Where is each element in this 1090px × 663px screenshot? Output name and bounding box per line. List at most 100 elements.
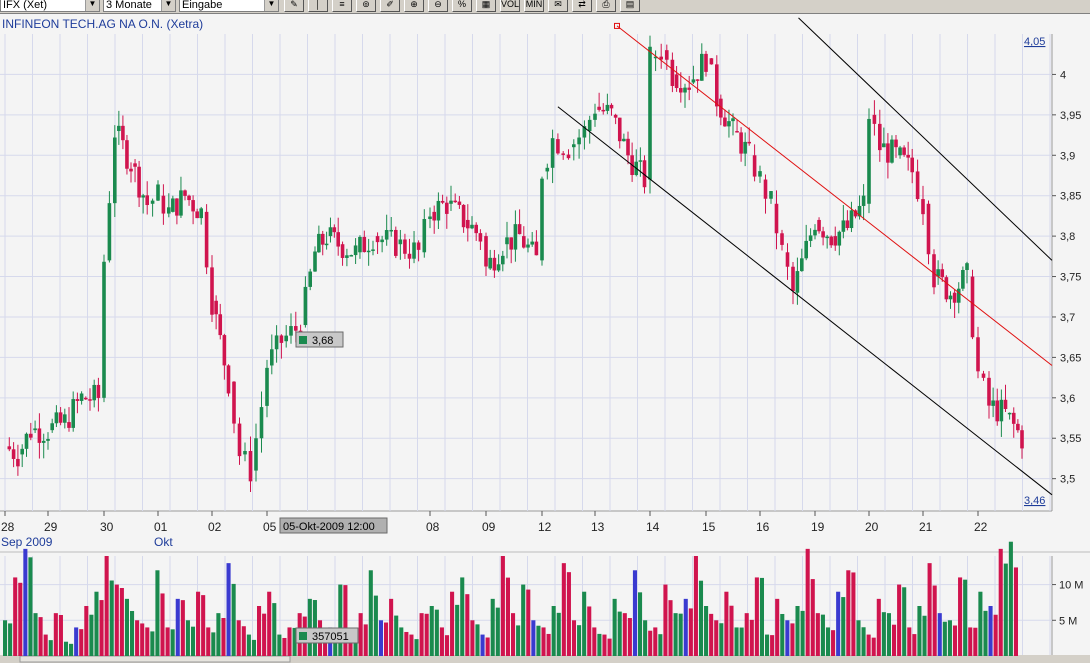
volume-bar bbox=[958, 577, 963, 656]
candle-body bbox=[936, 269, 940, 277]
candle-body bbox=[398, 239, 403, 245]
candle-body bbox=[556, 139, 560, 154]
candle-body bbox=[117, 125, 121, 132]
volume-bar bbox=[566, 572, 571, 656]
volume-bar bbox=[536, 625, 541, 656]
volume-bar bbox=[678, 613, 683, 656]
candle-body bbox=[24, 433, 29, 449]
vol-button[interactable]: VOL bbox=[500, 0, 520, 12]
volume-bar bbox=[404, 631, 409, 656]
candle-body bbox=[129, 168, 133, 172]
candle-body bbox=[156, 184, 160, 201]
volume-bar bbox=[257, 606, 262, 656]
volume-bar bbox=[439, 627, 444, 656]
volume-bar bbox=[815, 613, 820, 656]
chevron-down-icon[interactable]: ▼ bbox=[264, 0, 278, 11]
horizontal-lines-icon[interactable]: ≡ bbox=[332, 0, 352, 12]
x-tick-sublabel: Sep 2009 bbox=[1, 535, 53, 549]
channel-handle[interactable] bbox=[614, 22, 620, 29]
candle-body bbox=[279, 335, 284, 343]
percent-icon[interactable]: % bbox=[452, 0, 472, 12]
volume-bar bbox=[897, 584, 902, 656]
chevron-down-icon[interactable]: ▼ bbox=[161, 0, 175, 11]
volume-bar bbox=[866, 634, 871, 656]
fibonacci-icon[interactable]: ⊚ bbox=[356, 0, 376, 12]
volume-bar bbox=[516, 625, 521, 656]
candle-body bbox=[436, 200, 441, 221]
comment-icon[interactable]: ✉ bbox=[548, 0, 568, 12]
symbol-select[interactable]: IFX (Xet) ▼ bbox=[0, 0, 100, 12]
crosshair-price: 3,68 bbox=[312, 335, 333, 347]
candle-body bbox=[948, 295, 953, 300]
compare-icon[interactable]: ⇄ bbox=[572, 0, 592, 12]
candle-body bbox=[41, 440, 46, 443]
volume-bar bbox=[292, 627, 297, 656]
candle-body bbox=[440, 200, 445, 203]
y-tick-label: 3,65 bbox=[1060, 352, 1081, 364]
volume-bar bbox=[551, 606, 556, 656]
candle-body bbox=[371, 249, 375, 251]
print-icon[interactable]: ⎙ bbox=[596, 0, 616, 12]
volume-bar bbox=[734, 627, 739, 656]
zoom-in-icon[interactable]: ⊕ bbox=[404, 0, 424, 12]
volume-bar bbox=[38, 617, 43, 656]
x-tick-label: 19 bbox=[811, 520, 825, 534]
period-select[interactable]: 3 Monate ▼ bbox=[103, 0, 176, 12]
volume-bar bbox=[429, 606, 434, 656]
volume-bar bbox=[74, 627, 79, 656]
volume-bar bbox=[99, 600, 104, 656]
volume-bar bbox=[196, 591, 201, 656]
volume-bar bbox=[434, 609, 439, 656]
pencil-icon[interactable]: ✎ bbox=[284, 0, 304, 12]
volume-bar bbox=[226, 563, 231, 656]
volume-bar bbox=[729, 605, 734, 656]
volume-bar bbox=[399, 627, 404, 656]
candle-body bbox=[161, 195, 166, 214]
candle-body bbox=[882, 143, 886, 148]
eraser-icon[interactable]: ✐ bbox=[380, 0, 400, 12]
volume-bar bbox=[378, 620, 383, 656]
candle-body bbox=[609, 104, 614, 109]
volume-bar bbox=[109, 580, 114, 656]
volume-bar bbox=[653, 627, 658, 656]
vertical-line-icon[interactable]: │ bbox=[308, 0, 328, 12]
scrollbar-thumb[interactable] bbox=[19, 655, 291, 663]
volume-bar bbox=[130, 610, 135, 656]
volume-bar bbox=[531, 620, 536, 656]
candle-body bbox=[727, 121, 731, 127]
grid-icon[interactable]: ▦ bbox=[476, 0, 496, 12]
volume-bar bbox=[180, 600, 185, 656]
candle-body bbox=[478, 233, 483, 242]
candle-body bbox=[825, 236, 829, 239]
candle-body bbox=[1016, 423, 1020, 431]
candle-body bbox=[353, 245, 358, 256]
candle-body bbox=[679, 88, 683, 93]
candle-body bbox=[237, 423, 242, 457]
candle-body bbox=[199, 208, 203, 219]
volume-bar bbox=[856, 620, 861, 656]
scrollbar[interactable] bbox=[0, 655, 1090, 663]
candle-body bbox=[921, 199, 925, 215]
candle-body bbox=[121, 125, 125, 141]
volume-bar bbox=[414, 639, 419, 656]
candle-body bbox=[145, 195, 149, 206]
candle-body bbox=[747, 141, 751, 144]
volume-bar bbox=[185, 620, 190, 656]
candle-body bbox=[582, 126, 587, 138]
volume-bar bbox=[114, 584, 119, 656]
candle-body bbox=[723, 117, 727, 127]
mode-select[interactable]: Eingabe ▼ bbox=[179, 0, 279, 12]
y-min-label: 3,46 bbox=[1024, 495, 1045, 507]
candle-body bbox=[88, 399, 92, 401]
candle-body bbox=[412, 242, 416, 259]
export-icon[interactable]: ▤ bbox=[620, 0, 640, 12]
candle-body bbox=[808, 235, 813, 241]
candle-body bbox=[774, 203, 779, 234]
zoom-out-icon[interactable]: ⊖ bbox=[428, 0, 448, 12]
price-crosshair-label: 3,68 bbox=[295, 331, 344, 348]
max-min-button[interactable]: MIN bbox=[524, 0, 544, 12]
chevron-down-icon[interactable]: ▼ bbox=[85, 0, 99, 11]
volume-bar bbox=[135, 620, 140, 656]
candle-body bbox=[622, 138, 626, 142]
